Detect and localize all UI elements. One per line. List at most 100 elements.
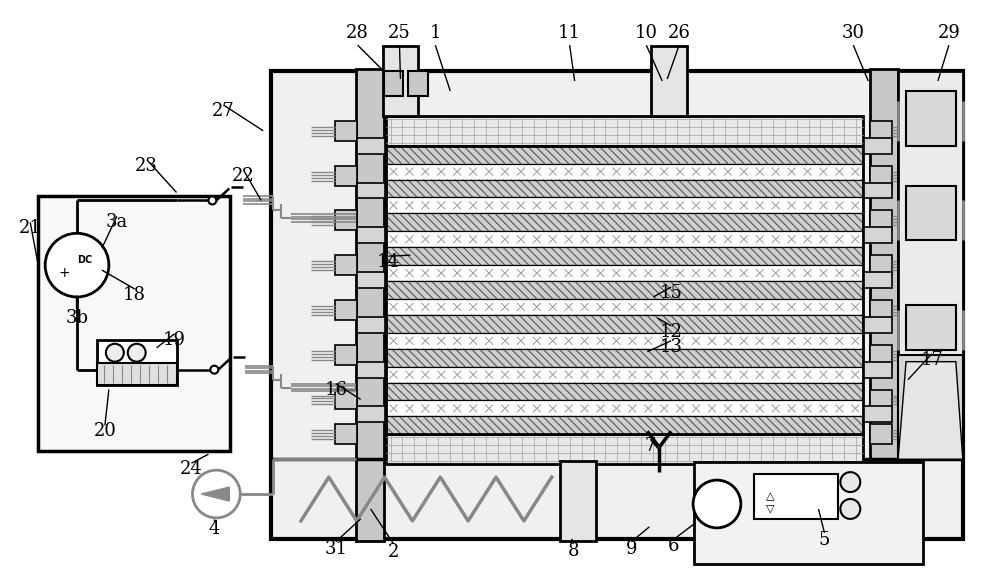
Circle shape [208, 196, 216, 204]
Bar [386, 213, 863, 231]
Bar [864, 317, 892, 333]
Bar [386, 383, 863, 401]
Text: 13: 13 [660, 338, 683, 356]
Bar [97, 340, 177, 384]
Bar [386, 197, 863, 213]
Bar [864, 138, 892, 154]
Polygon shape [898, 354, 963, 459]
Text: 26: 26 [668, 25, 691, 42]
Polygon shape [898, 361, 963, 459]
Bar [386, 315, 863, 333]
Bar [386, 145, 863, 164]
Bar [335, 390, 357, 409]
Circle shape [106, 344, 124, 361]
Bar [870, 166, 892, 186]
Bar [386, 315, 863, 333]
Bar [864, 406, 892, 422]
Bar [386, 145, 863, 164]
Bar [870, 425, 892, 444]
Bar [386, 197, 863, 213]
Bar [754, 474, 838, 519]
Polygon shape [201, 487, 229, 501]
Text: 1: 1 [430, 25, 441, 42]
Bar [335, 345, 357, 364]
Bar [864, 227, 892, 243]
Text: 19: 19 [163, 331, 186, 349]
Text: 11: 11 [558, 25, 581, 42]
Bar [386, 231, 863, 247]
Text: 18: 18 [123, 286, 146, 304]
Bar [271, 71, 963, 539]
Text: 15: 15 [660, 284, 683, 302]
Bar [386, 416, 863, 434]
Bar [870, 300, 892, 320]
Bar [906, 91, 956, 145]
Text: 6: 6 [667, 537, 679, 555]
Bar [870, 390, 892, 409]
Bar [386, 299, 863, 315]
Text: 7: 7 [645, 437, 656, 456]
Bar [386, 164, 863, 179]
Bar [386, 213, 863, 231]
Text: 30: 30 [842, 25, 865, 42]
Bar [357, 227, 385, 243]
Text: 27: 27 [212, 102, 235, 120]
Bar [870, 255, 892, 275]
Text: DC: DC [77, 255, 93, 265]
Bar [384, 71, 403, 96]
Bar [386, 367, 863, 383]
Bar [386, 333, 863, 349]
Bar [694, 462, 923, 564]
Bar [386, 231, 863, 247]
Bar [386, 164, 863, 179]
Text: 10: 10 [635, 25, 658, 42]
Bar [357, 361, 385, 378]
Bar [386, 116, 863, 145]
Text: ▽: ▽ [766, 504, 775, 514]
Text: +: + [58, 266, 70, 280]
Bar [870, 345, 892, 364]
Bar [864, 361, 892, 378]
Circle shape [128, 344, 146, 361]
Bar [864, 272, 892, 288]
Text: 2: 2 [388, 543, 399, 561]
Bar [870, 69, 898, 541]
Text: 12: 12 [660, 323, 683, 341]
Bar [408, 71, 428, 96]
Bar [651, 46, 687, 116]
Circle shape [210, 366, 218, 374]
Bar [386, 265, 863, 281]
Bar [335, 166, 357, 186]
Text: 16: 16 [324, 381, 347, 398]
Bar [357, 138, 385, 154]
Text: 20: 20 [93, 422, 116, 440]
Bar [357, 317, 385, 333]
Bar [97, 363, 177, 384]
Bar [906, 186, 956, 240]
Bar [386, 416, 863, 434]
Text: 24: 24 [180, 460, 203, 478]
Bar [386, 179, 863, 197]
Bar [335, 425, 357, 444]
Circle shape [192, 470, 240, 518]
Bar [870, 121, 892, 141]
Circle shape [45, 233, 109, 297]
Text: 4: 4 [209, 520, 220, 538]
Bar [357, 272, 385, 288]
Bar [335, 210, 357, 230]
Text: 31: 31 [324, 540, 347, 558]
Bar [335, 300, 357, 320]
Bar [38, 196, 230, 451]
Bar [386, 281, 863, 299]
Bar [357, 183, 385, 199]
Bar [386, 247, 863, 265]
Text: 23: 23 [135, 157, 158, 175]
Bar [386, 383, 863, 401]
Bar [386, 145, 863, 434]
Bar [386, 367, 863, 383]
Bar [560, 461, 596, 541]
Text: 8: 8 [568, 542, 579, 559]
Bar [386, 247, 863, 265]
Text: 22: 22 [232, 166, 255, 185]
Text: 17: 17 [920, 350, 943, 369]
